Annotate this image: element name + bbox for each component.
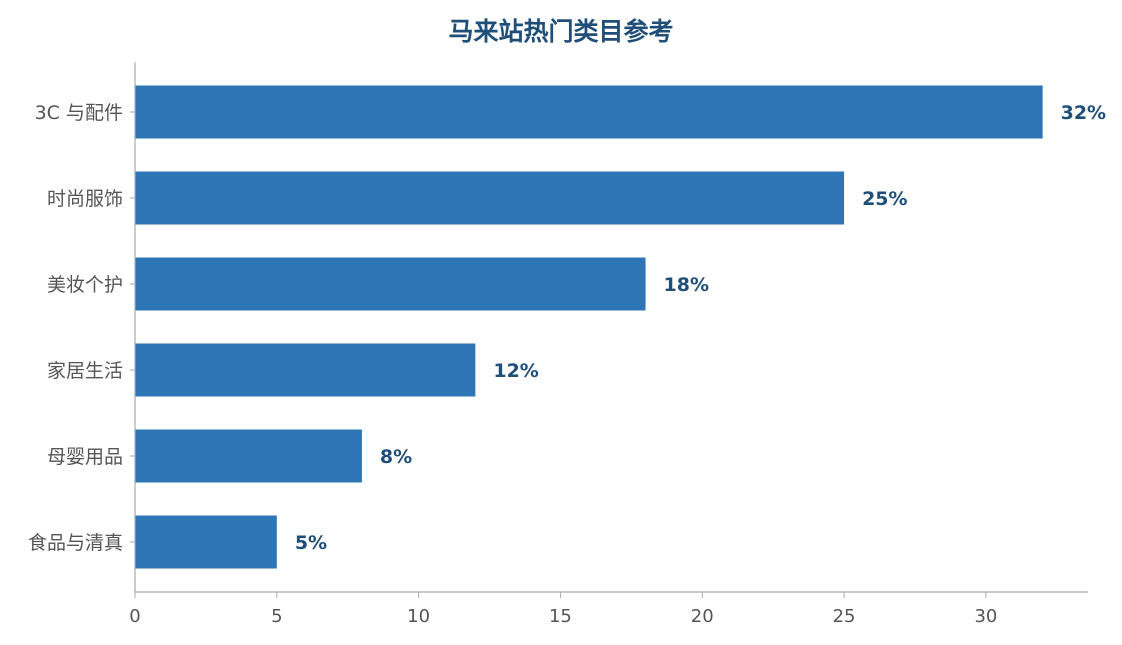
bar-1 (135, 171, 845, 225)
bar-5 (135, 515, 277, 569)
x-tick-label: 30 (974, 606, 997, 627)
category-label: 时尚服饰 (47, 188, 123, 210)
x-tick-label: 25 (833, 606, 856, 627)
category-label: 食品与清真 (28, 532, 123, 554)
x-tick-label: 10 (407, 606, 430, 627)
category-label: 美妆个护 (47, 274, 123, 296)
bar-0 (135, 85, 1043, 139)
value-label: 5% (295, 532, 327, 554)
x-tick-label: 20 (691, 606, 714, 627)
value-label: 12% (493, 360, 538, 382)
value-label: 8% (380, 446, 412, 468)
x-tick-label: 0 (129, 606, 140, 627)
chart-title: 马来站热门类目参考 (448, 17, 674, 46)
category-label: 家居生活 (47, 360, 123, 382)
bar-2 (135, 257, 646, 311)
category-label: 3C 与配件 (35, 102, 123, 124)
category-label: 母婴用品 (47, 446, 123, 468)
x-tick-label: 15 (549, 606, 572, 627)
bar-4 (135, 429, 362, 483)
value-label: 25% (862, 188, 907, 210)
x-tick-label: 5 (271, 606, 282, 627)
value-label: 18% (664, 274, 709, 296)
value-label: 32% (1061, 102, 1106, 124)
bar-3 (135, 343, 476, 397)
